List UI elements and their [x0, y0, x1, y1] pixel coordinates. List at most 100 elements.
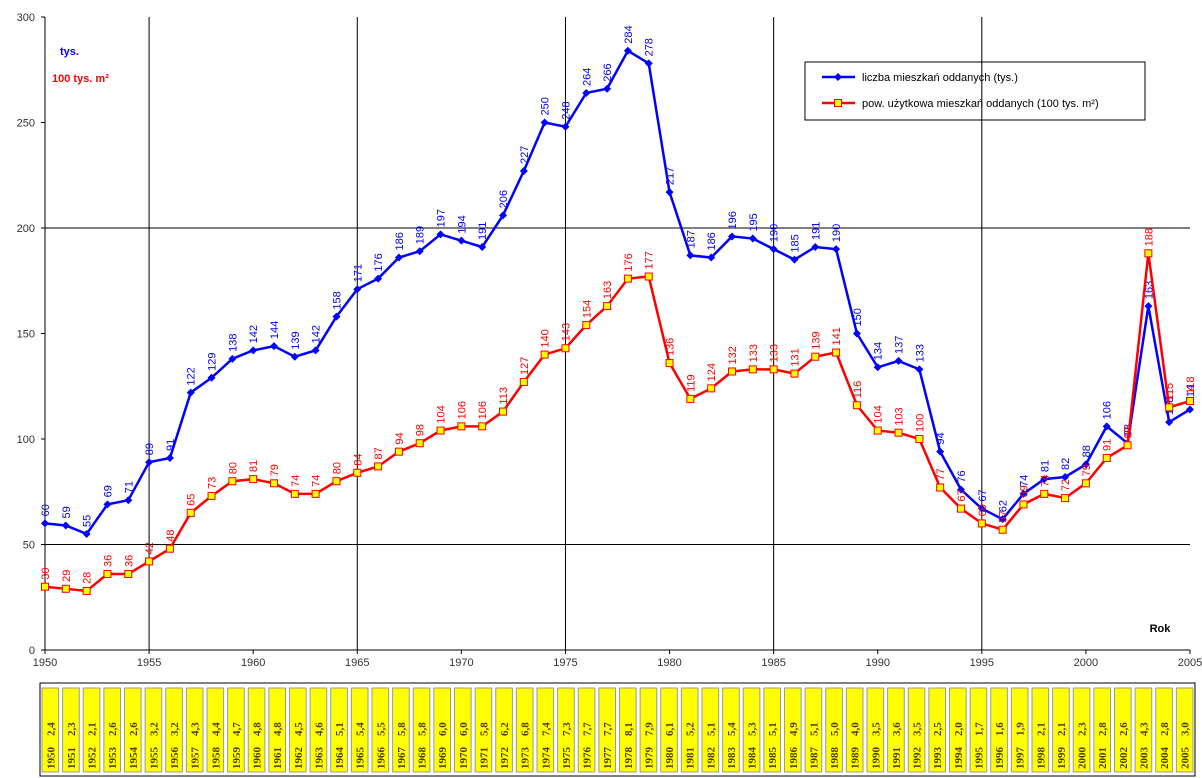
- y-tick-label: 250: [17, 118, 35, 130]
- x-tick-label: 1995: [970, 657, 994, 669]
- data-point: [957, 485, 965, 494]
- table-cell: [887, 687, 905, 773]
- table-cell: [598, 687, 616, 773]
- data-label: 171: [352, 264, 364, 282]
- table-year: 1963: [313, 747, 325, 770]
- data-point: [1165, 418, 1174, 427]
- data-label: 67: [956, 489, 968, 501]
- table-cell: [763, 687, 781, 773]
- table-value: 5,0: [829, 722, 841, 736]
- table-cell: [536, 687, 555, 773]
- data-label: 143: [560, 323, 572, 341]
- table-value: 7,9: [643, 722, 655, 736]
- table-cell: [1072, 687, 1091, 773]
- data-point: [207, 373, 216, 382]
- data-label: 191: [477, 222, 489, 240]
- table-value: 4,5: [293, 722, 305, 736]
- table-value: 3,6: [891, 722, 903, 736]
- table-frame: [39, 682, 1196, 777]
- table-value: 7,4: [540, 722, 552, 736]
- table-cell: [619, 687, 637, 773]
- data-point: [811, 242, 820, 251]
- data-point: [936, 447, 945, 456]
- x-tick-label: 1990: [865, 657, 889, 669]
- data-label: 127: [519, 357, 531, 375]
- table-cell: [392, 687, 410, 773]
- data-point: [977, 504, 986, 513]
- data-label: 59: [61, 506, 73, 518]
- table-year: 1997: [1015, 747, 1027, 770]
- data-point: [1102, 453, 1111, 462]
- table-cell: [206, 687, 225, 773]
- data-point: [499, 211, 507, 220]
- data-point: [415, 439, 424, 448]
- data-label: 227: [519, 146, 531, 164]
- data-label: 195: [748, 213, 760, 231]
- table-year: 1972: [499, 747, 511, 770]
- data-point: [873, 426, 882, 435]
- data-label: 139: [810, 331, 822, 349]
- table-value: 8,1: [623, 722, 635, 736]
- data-point: [249, 475, 258, 484]
- data-label: 250: [540, 97, 552, 115]
- table-value: 5,8: [417, 722, 429, 736]
- table-cell: [371, 687, 390, 773]
- table-cell: [949, 687, 967, 773]
- data-label: 115: [1164, 383, 1176, 401]
- data-label: 186: [394, 232, 406, 250]
- x-tick-label: 1960: [241, 657, 265, 669]
- legend-marker: [834, 99, 842, 107]
- table-year: 1954: [128, 747, 140, 770]
- table-cell: [247, 687, 266, 773]
- table-value: 3,5: [870, 722, 882, 736]
- data-point: [436, 426, 445, 435]
- table-cell: [577, 687, 596, 773]
- table-cell: [1093, 687, 1111, 773]
- table-year: 1993: [932, 747, 944, 770]
- data-label: 69: [1018, 485, 1030, 497]
- table-cell: [289, 687, 307, 773]
- table-year: 2001: [1097, 747, 1109, 769]
- data-label: 69: [102, 485, 114, 497]
- table-value: 6,2: [499, 722, 511, 736]
- data-label: 106: [1102, 401, 1114, 419]
- data-label: 74: [311, 475, 323, 487]
- table-year: 1950: [45, 747, 57, 770]
- data-label: 100: [914, 414, 926, 432]
- table-value: 5,1: [808, 722, 820, 736]
- table-cell: [1114, 687, 1132, 773]
- table-value: 5,3: [747, 722, 759, 736]
- data-point: [832, 245, 841, 254]
- table-year: 1975: [561, 747, 573, 770]
- data-point: [1144, 249, 1153, 258]
- data-label: 88: [1081, 445, 1093, 457]
- table-year: 1983: [726, 747, 738, 770]
- table-value: 4,8: [272, 722, 284, 736]
- data-point: [707, 384, 716, 393]
- data-point: [374, 274, 383, 283]
- table-value: 6,8: [520, 722, 532, 736]
- data-label: 206: [498, 190, 510, 208]
- data-label: 176: [623, 253, 635, 271]
- table-year: 1953: [107, 747, 119, 770]
- data-label: 142: [311, 325, 323, 343]
- table-cell: [1010, 687, 1029, 773]
- data-point: [1019, 500, 1028, 509]
- table-value: 2,0: [953, 722, 965, 736]
- data-label: 185: [789, 234, 801, 252]
- data-label: 84: [352, 454, 364, 466]
- data-point: [228, 354, 237, 363]
- data-label: 136: [665, 338, 677, 356]
- data-point: [124, 570, 133, 579]
- data-label: 60: [40, 504, 52, 516]
- data-point: [1019, 489, 1028, 498]
- y-tick-label: 300: [17, 12, 35, 24]
- data-label: 122: [186, 367, 198, 385]
- table-cell: [309, 687, 328, 773]
- table-year: 1964: [334, 747, 346, 770]
- table-value: 7,3: [561, 722, 573, 736]
- table-year: 2004: [1159, 747, 1171, 770]
- data-label: 139: [290, 331, 302, 349]
- table-value: 7,7: [582, 722, 594, 736]
